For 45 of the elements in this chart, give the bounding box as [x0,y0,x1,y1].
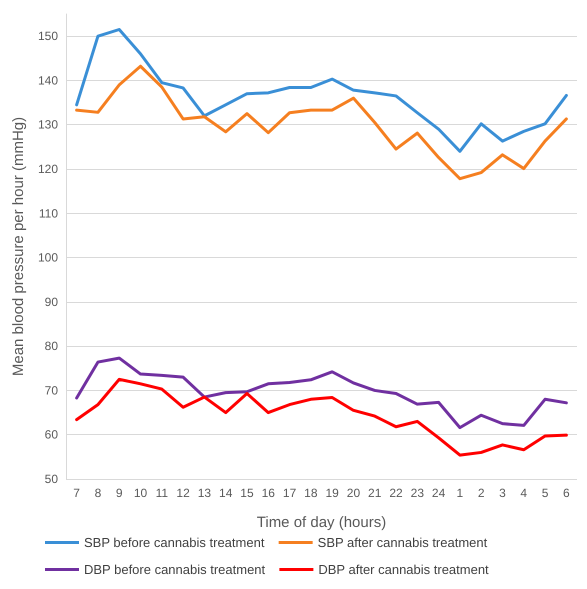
x-tick-label: 7 [73,486,80,500]
x-tick-label: 15 [240,486,254,500]
x-tick-label: 21 [368,486,382,500]
x-tick-label: 3 [499,486,506,500]
x-tick-label: 10 [134,486,148,500]
line-series [75,378,568,457]
legend-label: SBP before cannabis treatment [84,535,265,550]
y-tick-label: 90 [44,294,58,309]
x-tick-label: 14 [219,486,233,500]
x-tick-label: 4 [520,486,528,500]
x-tick-label: 13 [198,486,212,500]
y-tick-label: 130 [38,118,58,132]
legend-label: DBP after cannabis treatment [318,562,490,577]
line-series [75,64,568,180]
y-tick-label: 50 [44,472,58,486]
x-tick-label: 5 [542,486,549,500]
x-tick-label: 2 [478,486,485,500]
x-tick-label: 18 [304,486,318,500]
x-tick-label: 24 [432,486,446,500]
x-tick-label: 11 [156,486,168,500]
x-tick-label: 17 [282,486,297,500]
x-tick-label: 8 [94,486,102,500]
x-tick-label: 22 [389,486,404,500]
legend-label: DBP before cannabis treatment [84,562,266,577]
y-tick-label: 140 [38,73,58,88]
y-axis-title: Mean blood pressure per hour (mmHg) [10,116,27,376]
y-tick-label: 80 [44,339,58,354]
x-tick-label: 20 [346,486,360,500]
y-tick-label: 110 [38,206,58,220]
x-axis-title: Time of day (hours) [256,514,386,531]
y-tick-label: 70 [44,383,58,398]
x-tick-label: 23 [410,486,424,500]
y-tick-label: 100 [38,250,58,265]
x-tick-label: 19 [325,486,340,500]
x-tick-label: 9 [116,486,123,500]
x-tick-label: 16 [262,486,276,500]
y-tick-label: 60 [44,428,58,442]
line-series [75,356,568,430]
y-tick-label: 120 [38,162,58,176]
x-tick-label: 12 [176,486,190,500]
y-tick-label: 150 [38,29,58,44]
line-series [75,28,568,153]
x-tick-label: 6 [563,486,570,500]
legend-label: SBP after cannabis treatment [318,535,488,550]
x-tick-label: 1 [456,486,464,500]
